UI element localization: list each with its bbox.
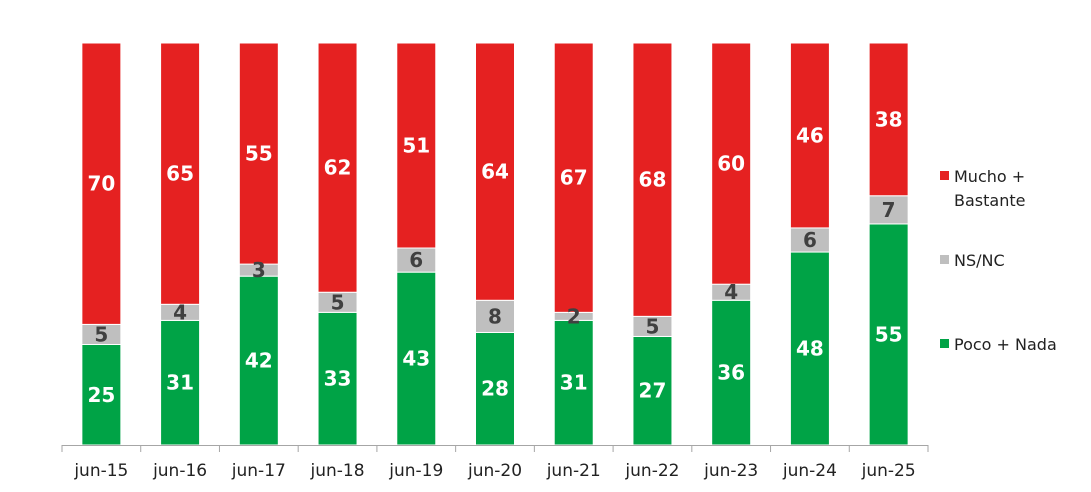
bar-segment-mucho-bastante-jun-21 bbox=[553, 42, 594, 313]
data-label-ns-nc-jun-15: 5 bbox=[94, 322, 108, 346]
legend: Mucho + Bastante NS/NC Poco + Nada bbox=[940, 167, 1057, 354]
data-label-poco-nada-jun-22: 27 bbox=[639, 379, 667, 403]
x-tick-label-jun-24: jun-24 bbox=[782, 461, 837, 481]
data-label-mucho-bastante-jun-25: 38 bbox=[875, 107, 903, 131]
legend-swatch-ns-nc bbox=[940, 255, 949, 264]
data-label-ns-nc-jun-25: 7 bbox=[882, 198, 896, 222]
bar-segment-mucho-bastante-jun-18 bbox=[317, 42, 358, 293]
bar-segment-ns-nc-jun-20 bbox=[475, 299, 515, 333]
x-tick-label-jun-16: jun-16 bbox=[152, 461, 207, 481]
bar-segment-poco-nada-jun-20 bbox=[475, 331, 515, 446]
bar-segment-poco-nada-jun-17 bbox=[238, 275, 279, 446]
data-label-mucho-bastante-jun-23: 60 bbox=[717, 152, 745, 176]
data-label-mucho-bastante-jun-20: 64 bbox=[481, 160, 509, 184]
data-label-ns-nc-jun-19: 6 bbox=[409, 248, 423, 272]
data-label-ns-nc-jun-20: 8 bbox=[488, 304, 502, 328]
data-label-ns-nc-jun-21: 2 bbox=[567, 304, 581, 328]
data-label-poco-nada-jun-18: 33 bbox=[324, 367, 352, 391]
data-label-poco-nada-jun-21: 31 bbox=[560, 371, 588, 395]
data-label-poco-nada-jun-16: 31 bbox=[166, 371, 194, 395]
data-label-poco-nada-jun-20: 28 bbox=[481, 377, 509, 401]
legend-label-mucho-bastante-line-1: Mucho + bbox=[954, 167, 1025, 186]
x-tick-label-jun-22: jun-22 bbox=[624, 461, 679, 481]
data-label-poco-nada-jun-15: 25 bbox=[87, 383, 115, 407]
data-label-ns-nc-jun-24: 6 bbox=[803, 228, 817, 252]
data-label-mucho-bastante-jun-18: 62 bbox=[324, 156, 352, 180]
data-label-ns-nc-jun-22: 5 bbox=[645, 314, 659, 338]
bar-segment-mucho-bastante-jun-17 bbox=[238, 42, 279, 265]
x-tick-label-jun-23: jun-23 bbox=[703, 461, 758, 481]
bars-group bbox=[81, 42, 909, 446]
bar-segment-ns-nc-jun-25 bbox=[868, 195, 909, 225]
x-tick-label-jun-20: jun-20 bbox=[467, 461, 522, 481]
bar-segment-ns-nc-jun-19 bbox=[396, 247, 437, 273]
bar-segment-mucho-bastante-jun-22 bbox=[632, 42, 673, 317]
legend-swatch-poco-nada bbox=[940, 339, 949, 348]
bar-segment-poco-nada-jun-22 bbox=[632, 335, 673, 446]
data-label-mucho-bastante-jun-16: 65 bbox=[166, 162, 194, 186]
data-label-ns-nc-jun-18: 5 bbox=[331, 290, 345, 314]
bar-segment-poco-nada-jun-16 bbox=[160, 319, 201, 446]
data-label-ns-nc-jun-23: 4 bbox=[724, 280, 738, 304]
data-label-poco-nada-jun-17: 42 bbox=[245, 349, 273, 373]
data-label-mucho-bastante-jun-24: 46 bbox=[796, 123, 824, 147]
data-label-mucho-bastante-jun-22: 68 bbox=[639, 168, 667, 192]
x-tick-label-jun-21: jun-21 bbox=[546, 461, 601, 481]
x-tick-label-jun-19: jun-19 bbox=[388, 461, 443, 481]
segment-labels-group: 2557031465423553356243651288643126727568… bbox=[87, 107, 902, 406]
bar-segment-mucho-bastante-jun-25 bbox=[868, 42, 909, 197]
data-label-mucho-bastante-jun-17: 55 bbox=[245, 142, 273, 166]
x-tick-label-jun-18: jun-18 bbox=[310, 461, 365, 481]
bar-segment-mucho-bastante-jun-23 bbox=[711, 42, 752, 285]
data-label-poco-nada-jun-24: 48 bbox=[796, 337, 824, 361]
bar-segment-mucho-bastante-jun-20 bbox=[475, 42, 515, 301]
legend-swatch-mucho-bastante bbox=[940, 171, 949, 180]
legend-label-poco-nada: Poco + Nada bbox=[954, 335, 1057, 354]
data-label-mucho-bastante-jun-15: 70 bbox=[87, 172, 115, 196]
data-label-mucho-bastante-jun-21: 67 bbox=[560, 166, 588, 190]
data-label-mucho-bastante-jun-19: 51 bbox=[402, 134, 430, 158]
bar-segment-poco-nada-jun-24 bbox=[789, 251, 830, 446]
x-tick-label-jun-25: jun-25 bbox=[861, 461, 916, 481]
bar-segment-mucho-bastante-jun-16 bbox=[160, 42, 201, 305]
bar-segment-mucho-bastante-jun-15 bbox=[81, 42, 122, 325]
data-label-poco-nada-jun-25: 55 bbox=[875, 322, 903, 346]
bar-segment-mucho-bastante-jun-24 bbox=[789, 42, 830, 229]
x-tick-label-jun-15: jun-15 bbox=[73, 461, 128, 481]
bar-segment-poco-nada-jun-15 bbox=[81, 344, 122, 446]
x-axis: jun-15 jun-16 jun-17 jun-18 jun-19 jun-20 jun-… bbox=[61, 445, 929, 481]
data-label-poco-nada-jun-19: 43 bbox=[402, 347, 430, 371]
x-tick-label-jun-17: jun-17 bbox=[231, 461, 286, 481]
data-label-poco-nada-jun-23: 36 bbox=[717, 361, 745, 385]
legend-label-ns-nc: NS/NC bbox=[954, 251, 1005, 270]
bar-segment-poco-nada-jun-23 bbox=[711, 299, 752, 446]
legend-label-mucho-bastante-line-2: Bastante bbox=[954, 191, 1025, 210]
data-label-ns-nc-jun-17: 3 bbox=[252, 258, 266, 282]
bar-segment-mucho-bastante-jun-19 bbox=[396, 42, 437, 249]
data-label-ns-nc-jun-16: 4 bbox=[173, 300, 187, 324]
